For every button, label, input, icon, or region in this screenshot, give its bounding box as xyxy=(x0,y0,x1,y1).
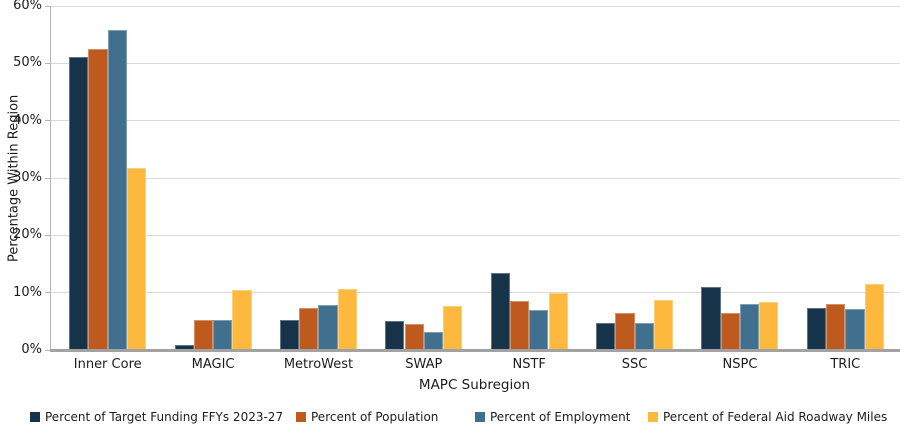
legend-swatch xyxy=(296,412,306,422)
gridline xyxy=(51,234,900,236)
legend-item-2: Percent of Population xyxy=(296,407,438,427)
y-tick-label: 60% xyxy=(13,0,42,13)
bar-percent-of-population-tric xyxy=(826,304,846,350)
y-tick-label: 20% xyxy=(13,227,42,243)
x-axis-title: MAPC Subregion xyxy=(418,377,531,393)
category-label: MAGIC xyxy=(191,357,235,372)
bar-percent-of-target-funding-ffys-2023-27-nspc xyxy=(701,286,721,350)
bar-percent-of-population-swap xyxy=(404,324,424,350)
y-tick-label: 40% xyxy=(13,112,42,128)
bar-percent-of-target-funding-ffys-2023-27-swap xyxy=(385,320,405,350)
bar-percent-of-federal-aid-roadway-miles-tric xyxy=(864,283,884,350)
bar-percent-of-federal-aid-roadway-miles-magic xyxy=(232,289,252,350)
bar-percent-of-federal-aid-roadway-miles-inner-core xyxy=(127,168,147,350)
bar-percent-of-population-ssc xyxy=(615,312,635,350)
category-label: MetroWest xyxy=(283,357,354,372)
y-axis-tick xyxy=(45,234,51,236)
bar-percent-of-employment-ssc xyxy=(634,322,654,350)
bar-percent-of-population-nspc xyxy=(720,313,740,350)
bar-percent-of-target-funding-ffys-2023-27-nstf xyxy=(490,273,510,350)
y-axis-tick xyxy=(45,292,51,294)
legend-label: Percent of Employment xyxy=(490,410,631,424)
y-axis-tick xyxy=(45,62,51,64)
bar-percent-of-employment-metrowest xyxy=(318,305,338,350)
category-label: Inner Core xyxy=(73,357,142,372)
legend-swatch xyxy=(475,412,485,422)
bar-percent-of-federal-aid-roadway-miles-nspc xyxy=(759,301,779,350)
y-tick-label: 10% xyxy=(13,284,42,300)
bar-percent-of-population-magic xyxy=(193,320,214,350)
category-label: SWAP xyxy=(405,357,443,372)
legend-swatch xyxy=(30,412,40,422)
gridline xyxy=(51,292,900,294)
y-axis-line xyxy=(50,6,51,350)
bar-percent-of-target-funding-ffys-2023-27-tric xyxy=(806,307,826,350)
y-axis-tick xyxy=(45,177,51,179)
bar-percent-of-population-metrowest xyxy=(299,308,319,350)
bar-percent-of-population-inner-core xyxy=(88,49,108,350)
bar-percent-of-federal-aid-roadway-miles-swap xyxy=(443,306,463,350)
bar-percent-of-federal-aid-roadway-miles-ssc xyxy=(653,300,674,350)
gridline xyxy=(51,62,900,64)
bar-percent-of-employment-nspc xyxy=(739,303,760,350)
legend-label: Percent of Population xyxy=(311,410,439,424)
bar-percent-of-employment-tric xyxy=(845,308,865,350)
y-axis-tick xyxy=(45,5,51,7)
bar-percent-of-population-nstf xyxy=(509,301,530,350)
bar-percent-of-employment-nstf xyxy=(529,309,549,350)
y-axis-tick xyxy=(45,349,51,351)
bar-percent-of-target-funding-ffys-2023-27-ssc xyxy=(596,322,616,350)
gridline xyxy=(51,5,900,7)
bar-percent-of-target-funding-ffys-2023-27-inner-core xyxy=(69,57,89,350)
category-label: SSC xyxy=(621,357,648,372)
bar-percent-of-employment-swap xyxy=(423,331,444,350)
legend-item-1: Percent of Target Funding FFYs 2023-27 xyxy=(30,407,283,427)
legend: Percent of Target Funding FFYs 2023-27 Pe… xyxy=(0,407,900,427)
y-tick-label: 0% xyxy=(21,342,42,357)
y-tick-label: 30% xyxy=(13,170,42,185)
bar-percent-of-employment-inner-core xyxy=(107,30,127,350)
legend-swatch xyxy=(648,412,658,422)
bar-percent-of-federal-aid-roadway-miles-metrowest xyxy=(337,289,357,350)
category-label: TRIC xyxy=(830,357,861,372)
legend-label: Percent of Federal Aid Roadway Miles xyxy=(663,410,888,424)
legend-item-3: Percent of Employment xyxy=(475,407,630,427)
gridline xyxy=(51,177,900,179)
category-label: NSPC xyxy=(722,357,758,372)
y-axis-tick xyxy=(45,120,51,122)
gridline xyxy=(51,120,900,122)
y-tick-label: 50% xyxy=(13,55,42,71)
legend-item-4: Percent of Federal Aid Roadway Miles xyxy=(648,407,887,427)
bar-percent-of-federal-aid-roadway-miles-nstf xyxy=(548,292,568,350)
legend-label: Percent of Target Funding FFYs 2023-27 xyxy=(45,410,284,424)
category-label: NSTF xyxy=(512,357,546,372)
bar-percent-of-target-funding-ffys-2023-27-metrowest xyxy=(279,320,300,350)
x-axis-line xyxy=(50,348,900,352)
bar-percent-of-employment-magic xyxy=(213,319,233,350)
